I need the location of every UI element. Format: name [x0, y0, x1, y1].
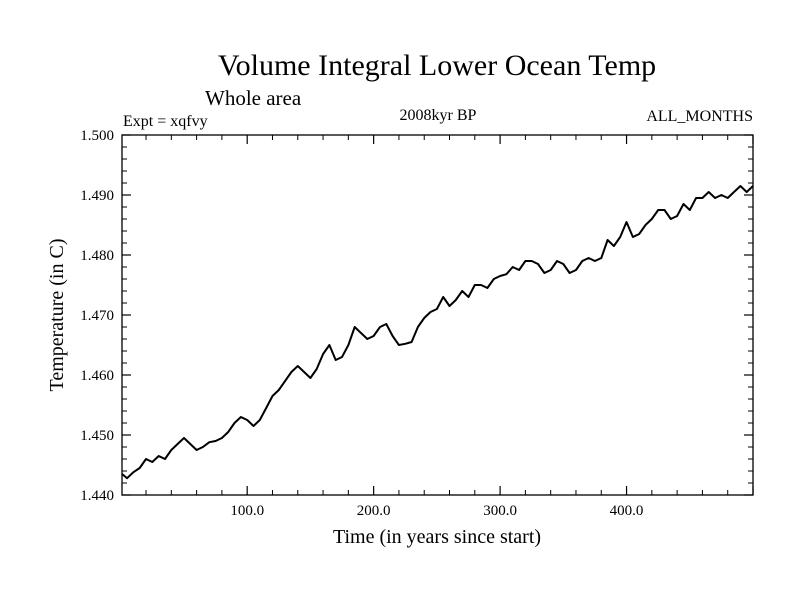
- y-tick-label: 1.480: [80, 248, 114, 264]
- y-tick-label: 1.490: [80, 188, 114, 204]
- y-axis: 1.440 1.450 1.460 1.470 1.480 1.490 1.500: [80, 128, 753, 504]
- y-tick-label: 1.500: [80, 128, 114, 144]
- y-axis-label: Temperature (in C): [46, 239, 68, 392]
- plot-frame: [121, 134, 754, 496]
- period-label: 2008kyr BP: [400, 107, 477, 124]
- y-tick-label: 1.440: [80, 488, 114, 504]
- chart-subtitle: Whole area: [205, 86, 302, 110]
- chart-title: Volume Integral Lower Ocean Temp: [218, 49, 656, 82]
- y-tick-label: 1.460: [80, 368, 114, 384]
- x-tick-label: 200.0: [357, 503, 391, 519]
- x-tick-label: 300.0: [483, 503, 517, 519]
- temperature-series-line: [121, 185, 754, 480]
- x-tick-label: 100.0: [230, 503, 264, 519]
- y-tick-label: 1.450: [80, 428, 114, 444]
- x-tick-label: 400.0: [610, 503, 644, 519]
- y-tick-label: 1.470: [80, 308, 114, 324]
- months-label: ALL_MONTHS: [646, 108, 753, 125]
- experiment-label: Expt = xqfvy: [123, 113, 208, 130]
- x-axis-label: Time (in years since start): [333, 526, 541, 548]
